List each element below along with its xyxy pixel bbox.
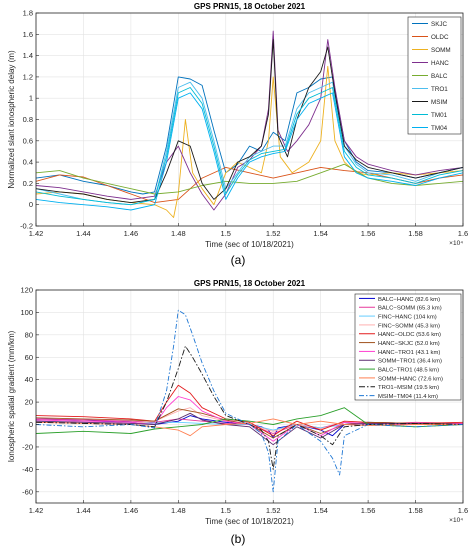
legend: BALC−HANC (82.6 km) BALC−SOMM (65.3 km) FI… [354, 293, 462, 401]
y-tick-label: 0 [29, 420, 33, 429]
ticks: 1.42 1.44 1.46 1.48 1.5 1.52 1.54 1.56 1.58 1.6 -6… [20, 286, 468, 516]
legend-entry: HANC−OLDC (53.6 km) [378, 332, 441, 338]
legend: SKJC OLDC SOMM HANC BALC TRO1 MSIM TM01 TM04 [407, 16, 462, 135]
x-tick-label: 1.46 [124, 506, 139, 515]
x-tick-label: 1.48 [171, 229, 186, 238]
series-line-9 [36, 407, 463, 434]
x-axis-label: Time (sec of 10/18/2021) [205, 240, 294, 249]
legend-entry: HANC−SKJC (52.0 km) [378, 341, 440, 347]
x-tick-label: 1.48 [171, 506, 186, 515]
y-tick-label: 120 [20, 286, 33, 295]
y-tick-label: 80 [25, 330, 33, 339]
y-tick-label: 0.2 [23, 179, 33, 188]
legend-entry: SOMM [431, 47, 451, 54]
legend-entry: HANC [431, 60, 449, 67]
legend-entry: FINC−SOMM (45.3 km) [378, 323, 440, 329]
x-tick-label: 1.54 [313, 506, 328, 515]
ticks: 1.42 1.44 1.46 1.48 1.5 1.52 1.54 1.56 1.58 1.6 -0… [20, 9, 468, 239]
legend-entry: TRO1 [431, 86, 448, 93]
legend-entry: SOMM−TRO1 (36.4 km) [378, 359, 442, 365]
y-tick-label: 100 [20, 308, 33, 317]
legend-box [354, 293, 462, 401]
series-group [36, 309, 463, 493]
legend-entry: MSIM [431, 99, 447, 106]
series-line-3 [36, 65, 463, 218]
x-axis-label: Time (sec of 10/18/2021) [205, 517, 294, 526]
x-exponent-label: ×10⁴ [449, 240, 463, 247]
series-line-1 [36, 76, 463, 195]
chart-b-spatial-gradient: 1.42 1.44 1.46 1.48 1.5 1.52 1.54 1.56 1.58 1.6 -6… [7, 279, 468, 526]
caption-b: (b) [231, 532, 246, 546]
y-tick-label: 1 [29, 94, 33, 103]
caption-a: (a) [231, 253, 246, 267]
x-tick-label: 1.46 [124, 229, 139, 238]
x-tick-label: 1.56 [361, 229, 376, 238]
legend-entry: TRO1−MSIM (19.5 km) [378, 385, 439, 391]
x-tick-label: 1.6 [458, 506, 468, 515]
chart-a-ionospheric-delay: 1.42 1.44 1.46 1.48 1.5 1.52 1.54 1.56 1.58 1.6 -0… [7, 2, 468, 249]
series-line-8 [36, 412, 463, 446]
x-tick-label: 1.58 [408, 229, 423, 238]
x-tick-label: 1.44 [76, 506, 91, 515]
x-tick-label: 1.52 [266, 506, 281, 515]
y-axis-label: Normalized slant ionospheric delay (m) [7, 50, 16, 189]
series-group [36, 30, 463, 218]
legend-entry: SOMM−HANC (72.6 km) [378, 376, 443, 382]
x-tick-label: 1.58 [408, 506, 423, 515]
x-tick-label: 1.56 [361, 506, 376, 515]
y-tick-label: 1.8 [23, 9, 33, 18]
x-tick-label: 1.54 [313, 229, 328, 238]
legend-entry: MSIM−TM04 (11.4 km) [378, 394, 438, 400]
y-tick-label: -60 [22, 487, 33, 496]
legend-entry: BALC [431, 73, 448, 80]
legend-entry: OLDC [431, 34, 449, 41]
y-tick-label: 1.2 [23, 72, 33, 81]
y-tick-label: 40 [25, 375, 33, 384]
legend-entry: HANC−TRO1 (43.1 km) [378, 350, 440, 356]
legend-entry: BALC−TRO1 (48.5 km) [378, 367, 439, 373]
legend-entry: BALC−SOMM (65.3 km) [378, 306, 442, 312]
x-exponent-label: ×10⁴ [449, 517, 463, 524]
y-tick-label: 1.6 [23, 30, 33, 39]
series-line-12 [36, 309, 463, 493]
y-tick-label: 0 [29, 200, 33, 209]
series-line-5 [36, 163, 463, 195]
legend-entry: FINC−HANC (104 km) [378, 314, 437, 320]
x-tick-label: 1.5 [221, 506, 231, 515]
series-line-8 [36, 87, 463, 206]
chart-title: GPS PRN15, 18 October 2021 [194, 2, 306, 11]
axes-frame [35, 289, 464, 504]
x-tick-label: 1.42 [29, 506, 44, 515]
x-tick-label: 1.44 [76, 229, 91, 238]
chart-title: GPS PRN15, 18 October 2021 [194, 279, 306, 288]
y-tick-label: 0.4 [23, 158, 33, 167]
legend-entry: TM01 [431, 112, 448, 119]
legend-entry: BALC−HANC (82.6 km) [378, 297, 440, 303]
x-tick-label: 1.42 [29, 229, 44, 238]
y-tick-label: 20 [25, 398, 33, 407]
y-tick-label: 1.4 [23, 51, 33, 60]
y-tick-label: -40 [22, 465, 33, 474]
y-tick-label: -20 [22, 442, 33, 451]
x-tick-label: 1.52 [266, 229, 281, 238]
y-axis-label: Ionospheric spatial gradient (mm/km) [7, 330, 16, 462]
legend-entry: TM04 [431, 125, 448, 132]
y-tick-label: 60 [25, 353, 33, 362]
series-line-9 [36, 92, 463, 211]
x-tick-label: 1.5 [221, 229, 231, 238]
x-tick-label: 1.6 [458, 229, 468, 238]
legend-entry: SKJC [431, 21, 448, 28]
y-tick-label: 0.8 [23, 115, 33, 124]
y-tick-label: -0.2 [20, 222, 33, 231]
y-tick-label: 0.6 [23, 136, 33, 145]
